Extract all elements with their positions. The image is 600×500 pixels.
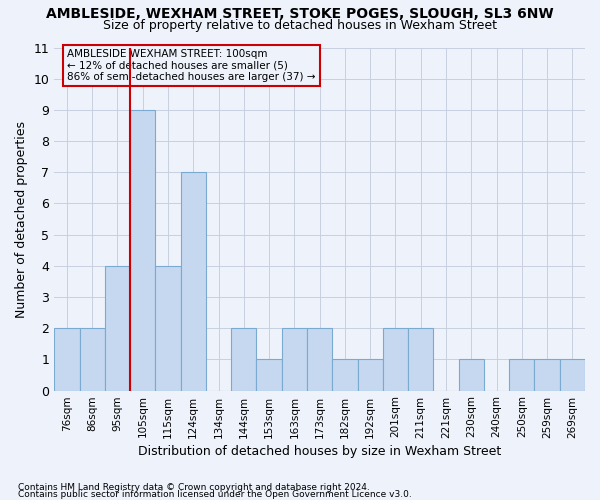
Bar [307,328,332,390]
Text: AMBLESIDE, WEXHAM STREET, STOKE POGES, SLOUGH, SL3 6NW: AMBLESIDE, WEXHAM STREET, STOKE POGES, S… [46,8,554,22]
X-axis label: Distribution of detached houses by size in Wexham Street: Distribution of detached houses by size … [138,444,501,458]
Bar [458,360,484,390]
Bar [535,360,560,390]
Bar [231,328,256,390]
Text: Contains public sector information licensed under the Open Government Licence v3: Contains public sector information licen… [18,490,412,499]
Bar [383,328,408,390]
Bar [54,328,80,390]
Bar [560,360,585,390]
Bar [105,266,130,390]
Bar [282,328,307,390]
Bar [256,360,282,390]
Y-axis label: Number of detached properties: Number of detached properties [15,120,28,318]
Text: Size of property relative to detached houses in Wexham Street: Size of property relative to detached ho… [103,19,497,32]
Text: AMBLESIDE WEXHAM STREET: 100sqm
← 12% of detached houses are smaller (5)
86% of : AMBLESIDE WEXHAM STREET: 100sqm ← 12% of… [67,49,316,82]
Bar [509,360,535,390]
Bar [358,360,383,390]
Bar [181,172,206,390]
Bar [130,110,155,390]
Text: Contains HM Land Registry data © Crown copyright and database right 2024.: Contains HM Land Registry data © Crown c… [18,483,370,492]
Bar [408,328,433,390]
Bar [155,266,181,390]
Bar [80,328,105,390]
Bar [332,360,358,390]
